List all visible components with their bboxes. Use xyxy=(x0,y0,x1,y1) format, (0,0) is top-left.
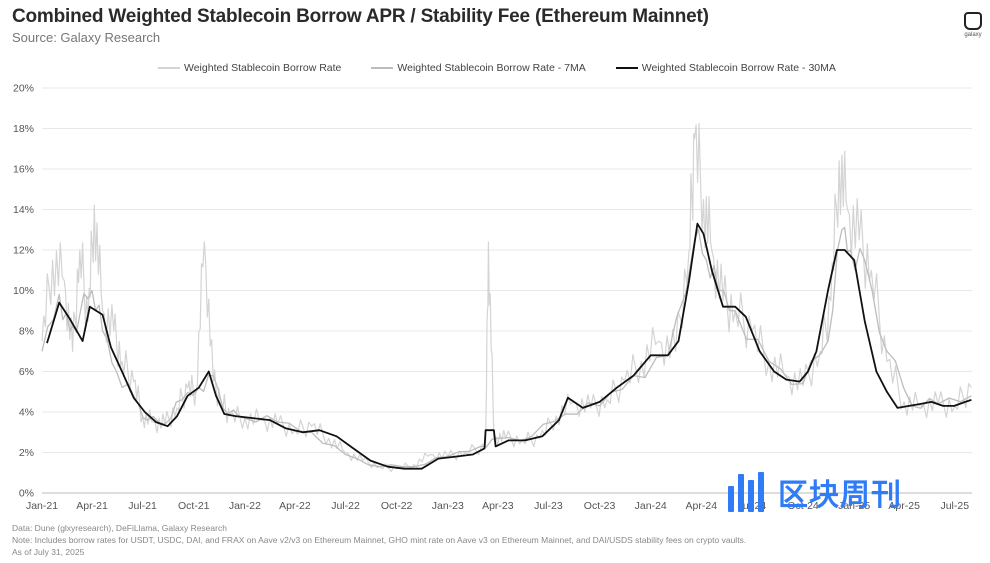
footer-as-of: As of July 31, 2025 xyxy=(12,547,85,557)
x-tick-label: Oct-23 xyxy=(584,500,616,512)
y-tick-label: 20% xyxy=(13,83,34,95)
legend-item-daily: Weighted Stablecoin Borrow Rate xyxy=(158,62,341,74)
x-tick-label: Jul-25 xyxy=(940,500,969,512)
footer-data-source: Data: Dune (glxyresearch), DeFiLlama, Ga… xyxy=(12,523,227,533)
legend-label-30ma: Weighted Stablecoin Borrow Rate - 30MA xyxy=(641,62,836,74)
chart-grid xyxy=(42,87,972,494)
y-tick-label: 2% xyxy=(19,447,34,459)
legend-swatch-7ma xyxy=(371,67,394,69)
series-line-0 xyxy=(41,123,972,473)
x-tick-label: Oct-24 xyxy=(787,500,819,512)
y-tick-label: 14% xyxy=(13,204,34,216)
chart-footer: Data: Dune (glxyresearch), DeFiLlama, Ga… xyxy=(12,522,746,558)
y-tick-label: 4% xyxy=(19,407,34,419)
x-tick-label: Oct-21 xyxy=(178,500,210,512)
legend-item-30ma: Weighted Stablecoin Borrow Rate - 30MA xyxy=(615,62,836,74)
series-line-2 xyxy=(46,222,972,470)
footer-note: Note: Includes borrow rates for USDT, US… xyxy=(12,535,747,545)
x-tick-label: Apr-25 xyxy=(888,500,920,512)
legend-item-7ma: Weighted Stablecoin Borrow Rate - 7MA xyxy=(371,62,586,74)
watermark-bars-icon xyxy=(728,472,772,512)
y-tick-label: 10% xyxy=(13,285,34,297)
legend-swatch-30ma xyxy=(615,67,638,69)
y-axis-ticks: 0% 2% 4% 6% 8% 10% 12% 14% 16% 18% 20% xyxy=(13,83,34,500)
x-tick-label: Jul-23 xyxy=(534,500,563,512)
galaxy-logo: galaxy xyxy=(962,12,984,38)
chart-legend: Weighted Stablecoin Borrow Rate Weighted… xyxy=(158,62,866,74)
x-tick-label: Apr-21 xyxy=(76,500,108,512)
y-tick-label: 8% xyxy=(19,326,34,338)
y-tick-label: 12% xyxy=(13,245,34,257)
legend-swatch-daily xyxy=(158,67,180,69)
x-tick-label: Jan-23 xyxy=(432,500,464,512)
y-tick-label: 0% xyxy=(19,488,34,500)
x-tick-label: Apr-22 xyxy=(279,500,311,512)
y-tick-label: 6% xyxy=(19,366,34,378)
y-tick-label: 18% xyxy=(13,123,34,135)
chart-subtitle: Source: Galaxy Research xyxy=(12,30,161,45)
x-tick-label: Jan-25 xyxy=(838,500,870,512)
x-tick-label: Apr-24 xyxy=(686,500,718,512)
legend-label-7ma: Weighted Stablecoin Borrow Rate - 7MA xyxy=(397,62,586,74)
x-axis-ticks: Jan-21 Apr-21 Jul-21 Oct-21 Jan-22 Apr-22 Jul-… xyxy=(26,500,969,512)
watermark-text: 区块周刊 xyxy=(778,478,902,513)
legend-label-daily: Weighted Stablecoin Borrow Rate xyxy=(184,62,342,74)
watermark: 区块周刊 xyxy=(728,470,902,514)
y-tick-label: 16% xyxy=(13,164,34,176)
galaxy-logo-text: galaxy xyxy=(964,32,982,38)
galaxy-logo-icon xyxy=(964,12,982,30)
x-tick-label: Jul-21 xyxy=(128,500,157,512)
x-tick-label: Apr-23 xyxy=(482,500,514,512)
x-tick-label: Oct-22 xyxy=(381,500,413,512)
chart-title: Combined Weighted Stablecoin Borrow APR … xyxy=(12,6,709,27)
chart-series xyxy=(41,123,972,473)
x-tick-label: Jan-22 xyxy=(229,500,261,512)
x-tick-label: Jan-24 xyxy=(635,500,667,512)
x-tick-label: Jan-21 xyxy=(26,500,58,512)
x-tick-label: Jul-22 xyxy=(331,500,360,512)
